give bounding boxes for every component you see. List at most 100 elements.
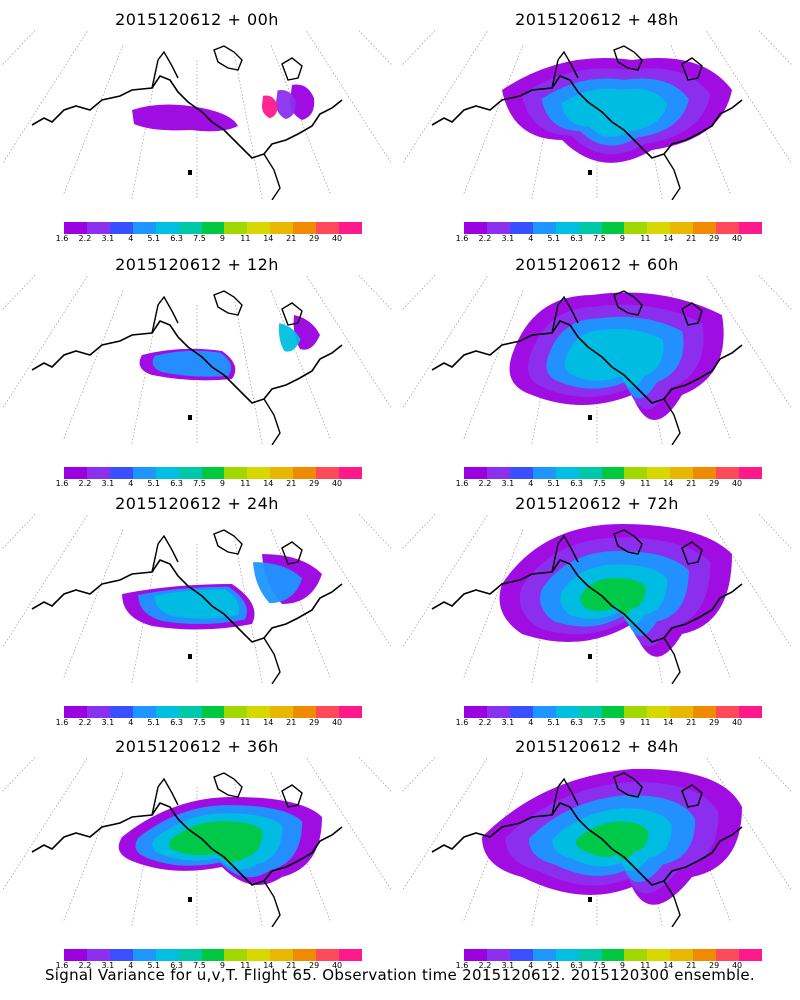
colorbar-swatch bbox=[293, 949, 317, 961]
colorbar-swatch bbox=[555, 949, 579, 961]
colorbar-labels: 1.6 2.2 3.1 4 5.1 6.3 7.5 9 11 14 21 29 40 bbox=[454, 479, 774, 489]
colorbar-swatch bbox=[86, 222, 110, 234]
panel-title: 2015120612 + 84h bbox=[515, 737, 679, 756]
colorbar-tick-label: 9 bbox=[219, 718, 225, 727]
graticule bbox=[402, 514, 792, 684]
colorbar-swatch bbox=[739, 222, 762, 234]
colorbar-swatch bbox=[601, 706, 625, 718]
colorbar-tick-label: 5.1 bbox=[147, 961, 161, 970]
variance-field bbox=[502, 58, 732, 163]
colorbar-tick-label: 4 bbox=[128, 479, 134, 488]
colorbar-tick-label: 7.5 bbox=[193, 718, 206, 727]
map-00h bbox=[2, 30, 392, 200]
panel-36h: 2015120612 + 36h 1.6 2.2 3.1 4 5.1 6.3 7.5 9 11 1… bbox=[2, 727, 392, 970]
panel-title: 2015120612 + 60h bbox=[515, 255, 679, 274]
colorbar bbox=[464, 949, 762, 961]
panel-title: 2015120612 + 48h bbox=[515, 10, 679, 29]
colorbar-tick-label: 11 bbox=[240, 718, 251, 727]
colorbar-tick-label: 7.5 bbox=[193, 961, 206, 970]
colorbar-tick-label: 14 bbox=[263, 718, 274, 727]
graticule bbox=[402, 30, 792, 200]
panel-24h: 2015120612 + 24h 1.6 2.2 3.1 4 5.1 6.3 7.5 9 11 1… bbox=[2, 484, 392, 727]
colorbar-swatch bbox=[532, 467, 556, 479]
colorbar-tick-label: 3.1 bbox=[501, 234, 515, 243]
colorbar-tick-label: 2.2 bbox=[478, 961, 492, 970]
colorbar-swatch bbox=[509, 706, 533, 718]
colorbar-swatch bbox=[532, 222, 556, 234]
colorbar-swatch bbox=[132, 222, 156, 234]
colorbar-labels: 1.6 2.2 3.1 4 5.1 6.3 7.5 9 11 14 21 29 40 bbox=[54, 718, 374, 728]
colorbar-swatch bbox=[647, 949, 671, 961]
map-12h bbox=[2, 275, 392, 445]
colorbar-swatch bbox=[578, 467, 602, 479]
colorbar-swatch bbox=[624, 222, 648, 234]
colorbar-swatch bbox=[601, 467, 625, 479]
colorbar-swatch bbox=[693, 706, 717, 718]
colorbar-tick-label: 6.3 bbox=[570, 718, 583, 727]
variance-field bbox=[499, 524, 732, 657]
colorbar-tick-label: 7.5 bbox=[593, 234, 606, 243]
colorbar-swatch bbox=[178, 222, 202, 234]
colorbar-swatch bbox=[339, 949, 362, 961]
colorbar-tick-label: 4 bbox=[528, 718, 534, 727]
colorbar-labels: 1.6 2.2 3.1 4 5.1 6.3 7.5 9 11 14 21 29 40 bbox=[454, 234, 774, 244]
colorbar-tick-label: 29 bbox=[309, 961, 320, 970]
hawaii-island bbox=[588, 170, 592, 175]
hawaii-island bbox=[588, 897, 592, 902]
colorbar-tick-label: 7.5 bbox=[593, 961, 606, 970]
colorbar-swatch bbox=[247, 706, 271, 718]
colorbar-swatch bbox=[486, 706, 510, 718]
colorbar-tick-label: 6.3 bbox=[170, 718, 183, 727]
colorbar-labels: 1.6 2.2 3.1 4 5.1 6.3 7.5 9 11 14 21 29 40 bbox=[54, 234, 374, 244]
colorbar-tick-label: 1.6 bbox=[455, 718, 469, 727]
colorbar-tick-label: 1.6 bbox=[455, 479, 469, 488]
colorbar-tick-label: 1.6 bbox=[55, 479, 69, 488]
colorbar-tick-label: 5.1 bbox=[547, 479, 561, 488]
colorbar-swatch bbox=[716, 706, 740, 718]
colorbar-swatch bbox=[270, 222, 294, 234]
graticule bbox=[2, 757, 392, 927]
colorbar-tick-label: 6.3 bbox=[170, 479, 183, 488]
colorbar-tick-label: 21 bbox=[286, 234, 297, 243]
colorbar-tick-label: 40 bbox=[731, 718, 743, 727]
colorbar-swatch bbox=[109, 222, 133, 234]
map-36h bbox=[2, 757, 392, 927]
colorbar-tick-label: 21 bbox=[686, 961, 697, 970]
colorbar-swatch bbox=[155, 222, 179, 234]
colorbar-tick-label: 9 bbox=[219, 234, 225, 243]
colorbar-swatch bbox=[670, 706, 694, 718]
coastline bbox=[431, 290, 743, 445]
colorbar-swatch bbox=[486, 467, 510, 479]
colorbar-tick-label: 40 bbox=[331, 479, 343, 488]
panel-12h: 2015120612 + 12h 1.6 2.2 3.1 4 5.1 6.3 7.5 9 11 1… bbox=[2, 245, 392, 488]
colorbar-swatch bbox=[155, 706, 179, 718]
colorbar-swatch bbox=[624, 467, 648, 479]
colorbar-tick-label: 29 bbox=[709, 961, 720, 970]
colorbar-swatch bbox=[464, 222, 487, 234]
variance-field bbox=[139, 315, 320, 381]
colorbar-swatch bbox=[155, 467, 179, 479]
colorbar-swatch bbox=[178, 706, 202, 718]
colorbar-tick-label: 4 bbox=[528, 961, 534, 970]
colorbar-tick-label: 29 bbox=[309, 718, 320, 727]
colorbar-tick-label: 14 bbox=[663, 234, 674, 243]
colorbar-swatch bbox=[624, 949, 648, 961]
colorbar-swatch bbox=[578, 706, 602, 718]
colorbar-swatch bbox=[270, 467, 294, 479]
colorbar-tick-label: 6.3 bbox=[170, 961, 183, 970]
colorbar-swatch bbox=[486, 222, 510, 234]
colorbar-tick-label: 7.5 bbox=[193, 234, 206, 243]
panel-48h: 2015120612 + 48h 1.6 2.2 3.1 4 5.1 6.3 7.5 9 11 1… bbox=[402, 0, 792, 243]
colorbar-swatch bbox=[693, 467, 717, 479]
colorbar-swatch bbox=[64, 706, 87, 718]
panel-84h: 2015120612 + 84h 1.6 2.2 3.1 4 5.1 6.3 7.5 9 11 1… bbox=[402, 727, 792, 970]
colorbar-tick-label: 40 bbox=[331, 718, 343, 727]
colorbar-swatch bbox=[293, 706, 317, 718]
map-72h bbox=[402, 514, 792, 684]
colorbar-tick-label: 9 bbox=[619, 234, 625, 243]
colorbar-swatch bbox=[578, 222, 602, 234]
colorbar-swatch bbox=[693, 949, 717, 961]
colorbar bbox=[64, 949, 362, 961]
colorbar-tick-label: 4 bbox=[128, 234, 134, 243]
colorbar-tick-label: 6.3 bbox=[570, 961, 583, 970]
